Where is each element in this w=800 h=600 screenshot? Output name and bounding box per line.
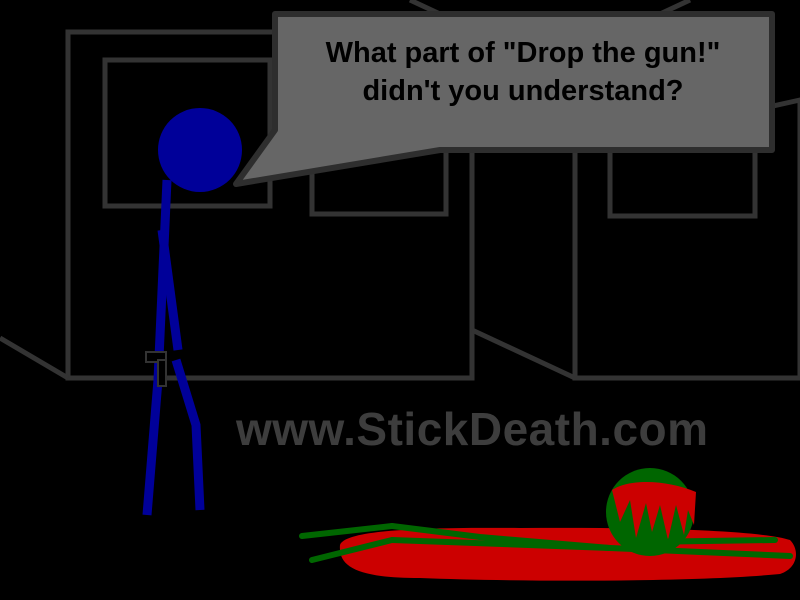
floor-edge-left: [0, 335, 70, 381]
blue-stick-figure: [142, 108, 242, 516]
floor-edge-middle: [470, 327, 577, 381]
stick-figure-arm: [157, 229, 183, 351]
window-right: [607, 147, 758, 219]
stick-figure-body: [153, 179, 172, 381]
victim-head-blood: [612, 481, 696, 540]
speech-bubble-text: What part of "Drop the gun!" didn't you …: [325, 37, 721, 107]
victim-leg-1: [607, 545, 793, 559]
victim-body-2: [389, 537, 613, 551]
dead-green-stick-figure: [299, 468, 796, 581]
handgun-icon: [145, 351, 167, 387]
speech-bubble: [233, 11, 775, 187]
background-room: [0, 0, 800, 381]
watermark-text: www.StickDeath.com: [236, 403, 709, 455]
victim-arm-1: [299, 523, 395, 539]
victim-leg-2: [637, 537, 778, 545]
stick-figure-leg-right: [171, 358, 205, 511]
stick-figure-head: [158, 108, 242, 192]
stick-figure-leg-left: [142, 379, 163, 516]
victim-arm-2: [309, 537, 395, 563]
